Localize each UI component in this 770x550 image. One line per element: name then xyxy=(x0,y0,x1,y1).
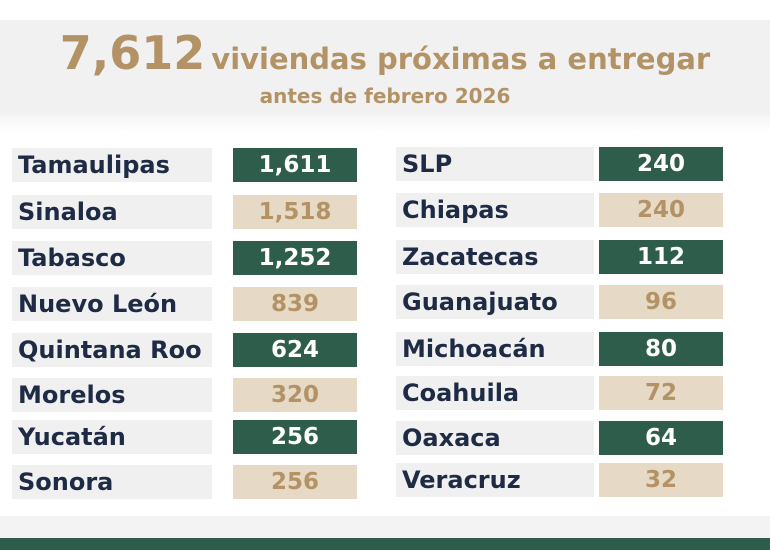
state-row: Veracruz 32 xyxy=(396,463,723,497)
state-row: Sinaloa 1,518 xyxy=(12,195,357,229)
housing-count: 32 xyxy=(599,463,723,497)
state-row: Guanajuato 96 xyxy=(396,285,723,319)
state-row: Tabasco 1,252 xyxy=(12,241,357,275)
housing-count: 839 xyxy=(233,287,357,321)
headline-text: viviendas próximas a entregar xyxy=(211,42,711,76)
state-row: SLP 240 xyxy=(396,147,723,181)
header-banner xyxy=(0,20,770,114)
decorative-band xyxy=(0,114,770,132)
state-name: Veracruz xyxy=(396,463,594,497)
footer-bar xyxy=(0,538,770,550)
housing-count: 256 xyxy=(233,420,357,454)
housing-count: 1,518 xyxy=(233,195,357,229)
footer-decorative-band xyxy=(0,516,770,538)
housing-count: 256 xyxy=(233,465,357,499)
state-name: Coahuila xyxy=(396,376,594,410)
state-row: Quintana Roo 624 xyxy=(12,333,357,367)
total-count: 7,612 xyxy=(59,26,206,80)
housing-count: 112 xyxy=(599,240,723,274)
state-name: Zacatecas xyxy=(396,240,594,274)
state-name: Yucatán xyxy=(12,420,212,454)
state-row: Oaxaca 64 xyxy=(396,421,723,455)
housing-count: 240 xyxy=(599,193,723,227)
housing-count: 64 xyxy=(599,421,723,455)
housing-count: 1,611 xyxy=(233,148,357,182)
state-row: Sonora 256 xyxy=(12,465,357,499)
headline: 7,612 viviendas próximas a entregar xyxy=(0,26,770,80)
housing-count: 240 xyxy=(599,147,723,181)
housing-count: 320 xyxy=(233,378,357,412)
state-name: Sinaloa xyxy=(12,195,212,229)
state-name: Tabasco xyxy=(12,241,212,275)
state-row: Nuevo León 839 xyxy=(12,287,357,321)
housing-count: 1,252 xyxy=(233,241,357,275)
state-name: Quintana Roo xyxy=(12,333,212,367)
state-row: Chiapas 240 xyxy=(396,193,723,227)
subtitle: antes de febrero 2026 xyxy=(259,84,511,108)
state-row: Morelos 320 xyxy=(12,378,357,412)
state-name: Morelos xyxy=(12,378,212,412)
state-name: Guanajuato xyxy=(396,285,594,319)
state-row: Michoacán 80 xyxy=(396,332,723,366)
housing-count: 72 xyxy=(599,376,723,410)
state-name: Sonora xyxy=(12,465,212,499)
housing-count: 96 xyxy=(599,285,723,319)
state-name: Oaxaca xyxy=(396,421,594,455)
state-name: Tamaulipas xyxy=(12,148,212,182)
housing-count: 80 xyxy=(599,332,723,366)
state-row: Tamaulipas 1,611 xyxy=(12,148,357,182)
state-name: Michoacán xyxy=(396,332,594,366)
state-name: Nuevo León xyxy=(12,287,212,321)
state-name: Chiapas xyxy=(396,193,594,227)
state-row: Yucatán 256 xyxy=(12,420,357,454)
state-row: Coahuila 72 xyxy=(396,376,723,410)
housing-count: 624 xyxy=(233,333,357,367)
state-name: SLP xyxy=(396,147,594,181)
state-row: Zacatecas 112 xyxy=(396,240,723,274)
